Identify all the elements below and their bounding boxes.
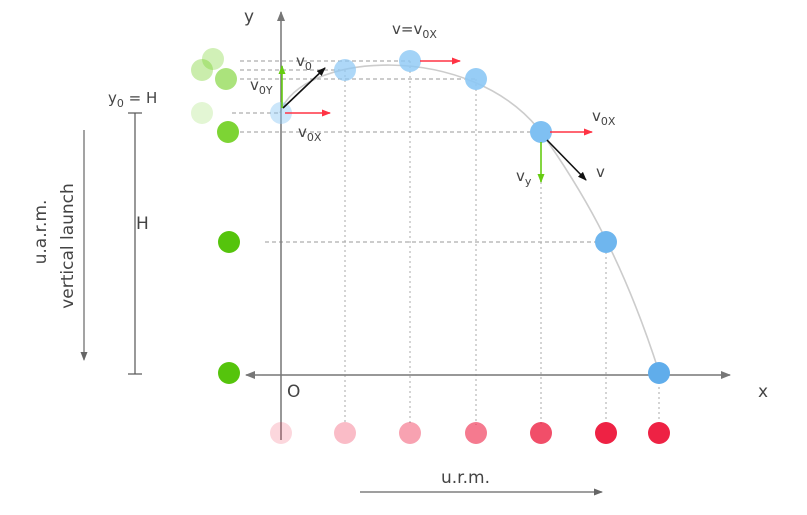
v0x-label: v0X — [298, 123, 322, 144]
horizontal-projection-points — [270, 422, 670, 444]
projectile-point — [334, 59, 356, 81]
top-velocity-label: v=v0X — [392, 20, 437, 41]
vertical-point — [202, 48, 224, 70]
height-bracket — [128, 112, 142, 375]
vertical-point — [215, 68, 237, 90]
vertical-point — [217, 121, 239, 143]
x-axis-label: x — [758, 382, 768, 402]
velocity-vectors — [278, 57, 593, 183]
projectile-point — [270, 102, 292, 124]
vertical-guides — [344, 61, 660, 425]
vertical-projection-points — [191, 48, 240, 384]
horizontal-point — [530, 422, 552, 444]
height-label: H — [136, 214, 149, 234]
v-label: v — [596, 163, 605, 181]
horizontal-point — [465, 422, 487, 444]
horizontal-guides — [232, 60, 606, 243]
trajectory-curve — [279, 64, 660, 373]
vy-label: vy — [516, 167, 532, 188]
y0-equals-h-label: y0 = H — [108, 89, 157, 110]
vertical-launch-label-2: vertical launch — [58, 183, 78, 309]
vertical-point — [218, 362, 240, 384]
projectile-point — [648, 362, 670, 384]
projectile-point — [595, 231, 617, 253]
horizontal-point — [595, 422, 617, 444]
origin-label: O — [287, 382, 300, 402]
projectile-point — [465, 68, 487, 90]
horizontal-point — [648, 422, 670, 444]
projectile-point — [530, 121, 552, 143]
v-arrow — [546, 139, 587, 181]
horizontal-point — [270, 422, 292, 444]
projectile-positions — [270, 50, 670, 384]
y-axis-label: y — [244, 7, 254, 27]
v0-arrow — [282, 67, 326, 109]
right-v0x-label: v0X — [592, 107, 616, 128]
horizontal-point — [399, 422, 421, 444]
horizontal-point — [334, 422, 356, 444]
horizontal-motion-label: u.r.m. — [441, 468, 490, 488]
v0-label: v0 — [296, 52, 312, 73]
v0y-label: v0Y — [250, 76, 273, 97]
vertical-launch-label-1: u.a.r.m. — [31, 200, 51, 265]
vertical-point — [218, 231, 240, 253]
projectile-point — [399, 50, 421, 72]
vertical-point — [191, 59, 213, 81]
vertical-point — [191, 102, 213, 124]
